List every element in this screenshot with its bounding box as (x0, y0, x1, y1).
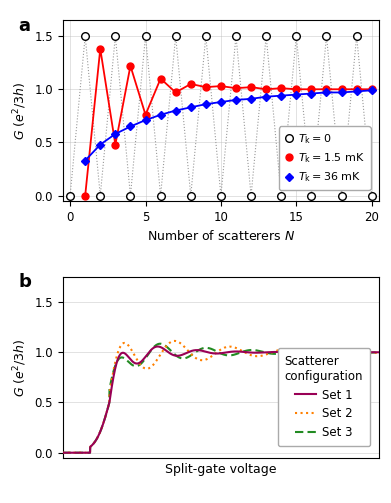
X-axis label: Number of scatterers $N$: Number of scatterers $N$ (147, 229, 295, 243)
X-axis label: Split-gate voltage: Split-gate voltage (165, 463, 277, 476)
Text: b: b (18, 273, 31, 291)
Legend: Set 1, Set 2, Set 3: Set 1, Set 2, Set 3 (278, 348, 370, 446)
Y-axis label: $G$ ($e^2/3h$): $G$ ($e^2/3h$) (11, 338, 29, 397)
Text: a: a (18, 17, 30, 35)
Y-axis label: $G$ ($e^2/3h$): $G$ ($e^2/3h$) (11, 81, 29, 140)
Legend: $T_\mathrm{k} = 0$, $T_\mathrm{k} = 1.5$ mK, $T_\mathrm{k} = 36$ mK: $T_\mathrm{k} = 0$, $T_\mathrm{k} = 1.5$… (279, 126, 371, 190)
